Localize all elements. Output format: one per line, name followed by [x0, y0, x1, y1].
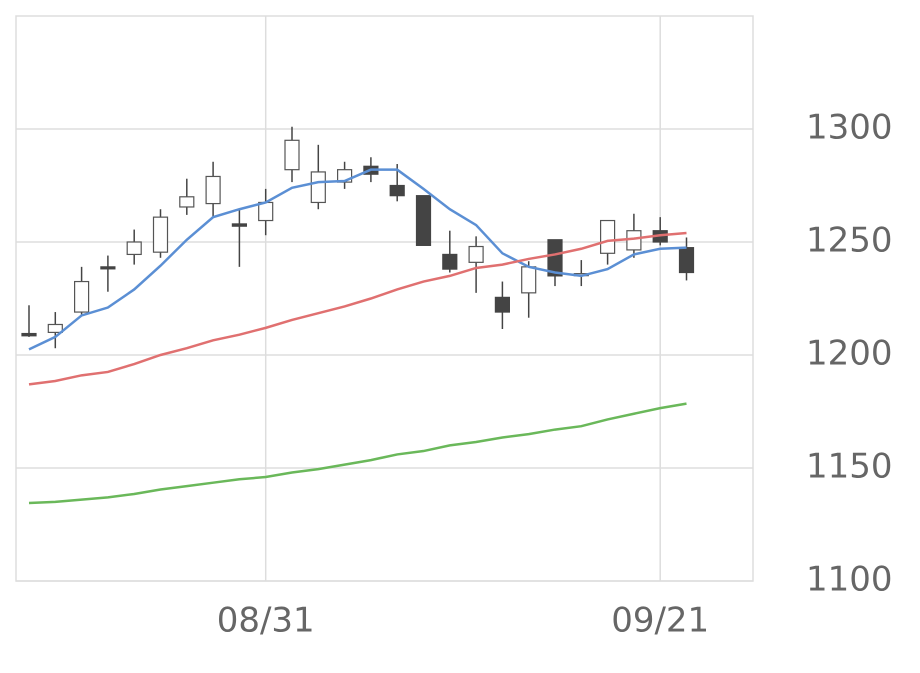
x-tick-label: 08/31 — [217, 601, 315, 641]
y-tick-label: 1200 — [806, 334, 893, 374]
y-tick-label: 1100 — [806, 560, 893, 600]
x-tick-label: 09/21 — [611, 601, 709, 641]
moving-average-line — [28, 168, 687, 351]
candle-body — [415, 195, 432, 246]
candle-body — [442, 253, 458, 270]
candle-body — [126, 241, 142, 256]
y-tick-label: 1300 — [806, 108, 893, 148]
candle-body — [678, 247, 695, 274]
candle-body — [231, 223, 247, 227]
candle-body — [21, 332, 37, 337]
moving-average-line — [28, 402, 687, 505]
candle-body — [547, 239, 563, 277]
candle-body — [152, 216, 169, 253]
candle-body — [284, 139, 300, 171]
plot-frame — [15, 15, 754, 582]
candle-body — [100, 266, 116, 270]
y-tick-label: 1150 — [806, 447, 893, 487]
candle-body — [310, 171, 326, 204]
y-tick-label: 1250 — [806, 221, 893, 261]
moving-average-line — [28, 231, 687, 386]
candle-body — [179, 196, 195, 208]
candle-body — [389, 184, 405, 197]
candle-body — [205, 175, 221, 205]
candle-body — [494, 296, 510, 313]
candle-body — [599, 219, 616, 254]
candle-body — [73, 280, 90, 313]
candle-body — [468, 245, 484, 263]
candle-body — [258, 201, 274, 222]
candle-body — [47, 323, 63, 333]
candle-body — [626, 230, 642, 251]
candle-body — [521, 266, 537, 294]
